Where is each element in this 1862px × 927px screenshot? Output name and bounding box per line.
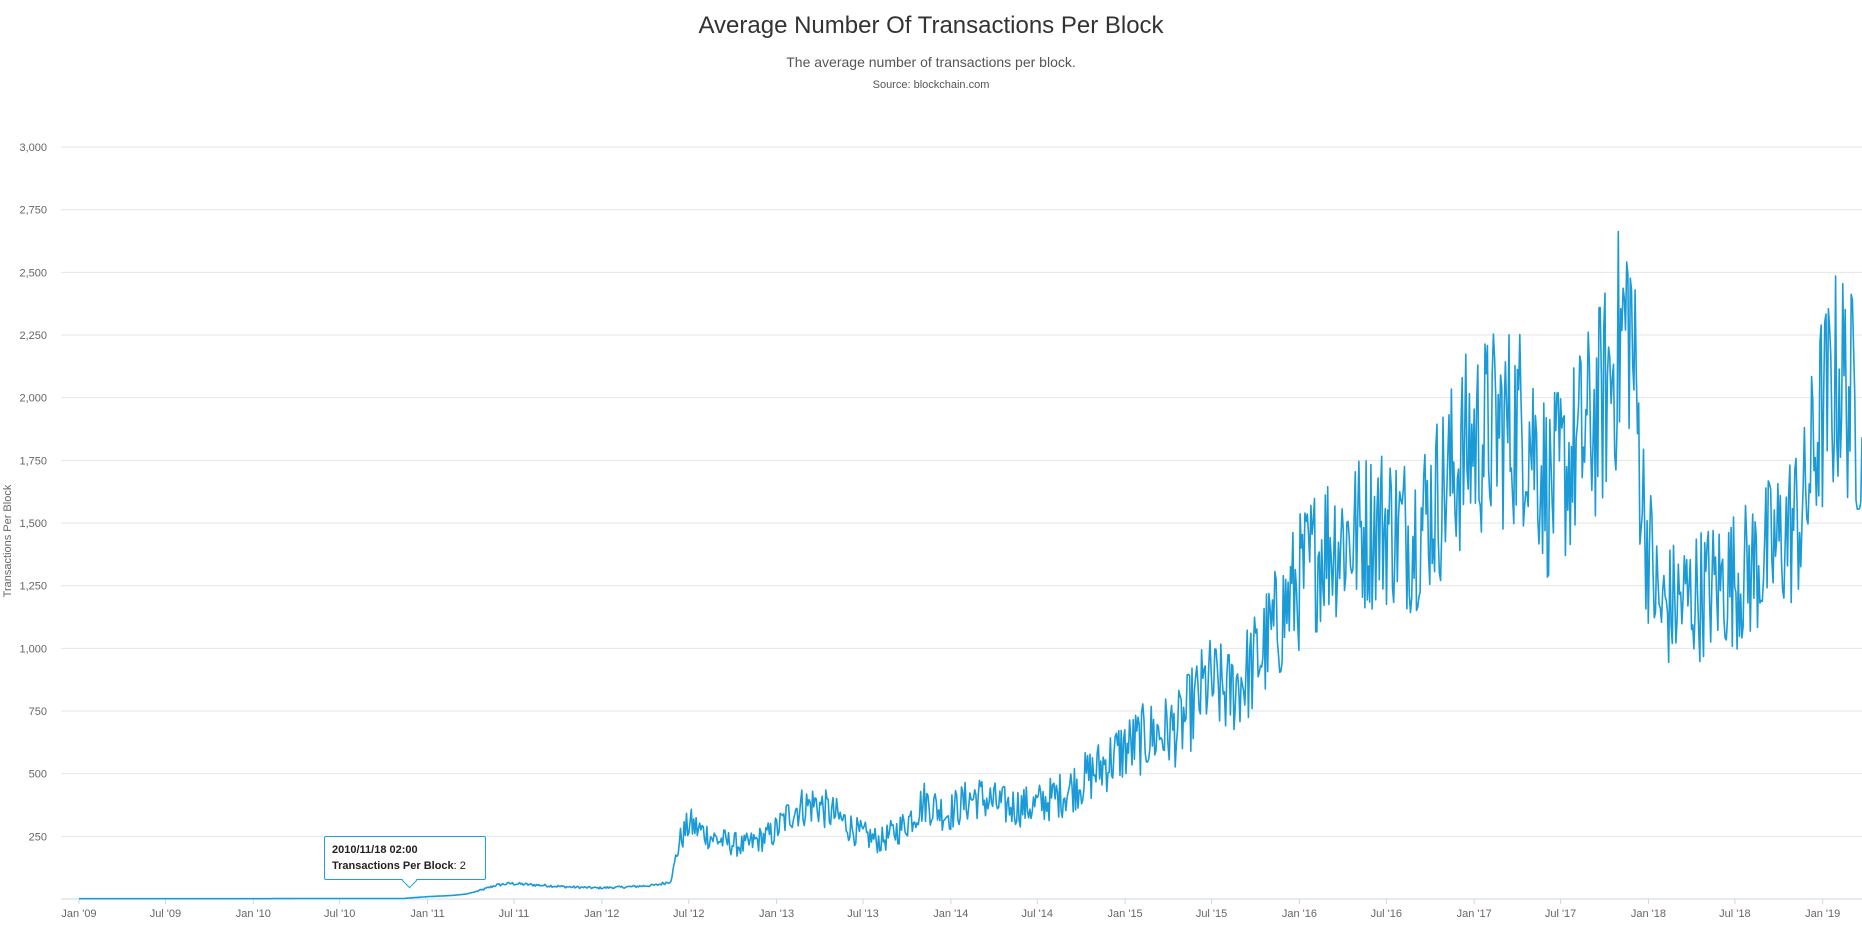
x-tick-label: Jul '11: [499, 908, 530, 920]
y-tick-label: 3,000: [19, 142, 47, 154]
x-tick-label: Jan '18: [1631, 908, 1666, 920]
y-tick-label: 2,750: [19, 205, 47, 217]
y-tick-label: 2,500: [19, 267, 47, 279]
x-tick-label: Jan '14: [933, 908, 968, 920]
x-tick-label: Jan '09: [61, 908, 96, 920]
x-tick-label: Jan '12: [584, 908, 619, 920]
y-tick-label: 1,750: [19, 455, 47, 467]
y-tick-label: 2,000: [19, 393, 47, 405]
x-tick-label: Jul '12: [673, 908, 704, 920]
y-tick-label: 250: [29, 831, 47, 843]
x-tick-label: Jul '18: [1719, 908, 1750, 920]
tooltip-series-label: Transactions Per Block: [332, 860, 454, 872]
data-tooltip: 2010/11/18 02:00 Transactions Per Block:…: [324, 836, 486, 889]
y-tick-label: 1,250: [19, 581, 47, 593]
x-tick-label: Jul '16: [1371, 908, 1402, 920]
chart-title: Average Number Of Transactions Per Block: [698, 12, 1164, 39]
x-tick-label: Jan '11: [410, 908, 444, 920]
y-tick-label: 750: [29, 706, 47, 718]
series-line[interactable]: [79, 230, 1862, 900]
grid-lines: [61, 146, 1862, 900]
x-tick-label: Jan '10: [236, 908, 271, 920]
y-tick-label: 500: [29, 769, 47, 781]
x-tick-label: Jul '14: [1022, 908, 1053, 920]
x-tick-label: Jul '10: [324, 908, 355, 920]
x-tick-label: Jul '13: [847, 908, 878, 920]
tooltip-value-row: Transactions Per Block: 2: [332, 860, 466, 872]
x-tick-label: Jan '16: [1282, 908, 1317, 920]
y-tick-label: 1,500: [19, 518, 47, 530]
x-tick-label: Jan '13: [759, 908, 794, 920]
x-tick-label: Jan '17: [1457, 908, 1492, 920]
x-tick-label: Jan '15: [1108, 908, 1143, 920]
y-axis-ticks: 250 500 750 1,000 1,250 1,500 1,750 2,000 2,250 2…: [19, 142, 47, 843]
x-tick-label: Jul '09: [150, 908, 181, 920]
chart-source: Source: blockchain.com: [872, 79, 990, 91]
x-tick-label: Jul '17: [1545, 908, 1576, 920]
y-tick-label: 1,000: [19, 643, 47, 655]
y-tick-label: 2,250: [19, 330, 47, 342]
tooltip-value: 2: [459, 860, 466, 872]
tooltip-date: 2010/11/18 02:00: [332, 844, 418, 856]
x-tick-label: Jan '19: [1805, 908, 1840, 920]
x-tick-label: Jul '15: [1196, 908, 1227, 920]
x-axis-ticks: Jan '09 Jul '09 Jan '10 Jul '10 Jan '11 Jul '…: [61, 899, 1840, 920]
chart-subtitle: The average number of transactions per b…: [786, 54, 1076, 70]
